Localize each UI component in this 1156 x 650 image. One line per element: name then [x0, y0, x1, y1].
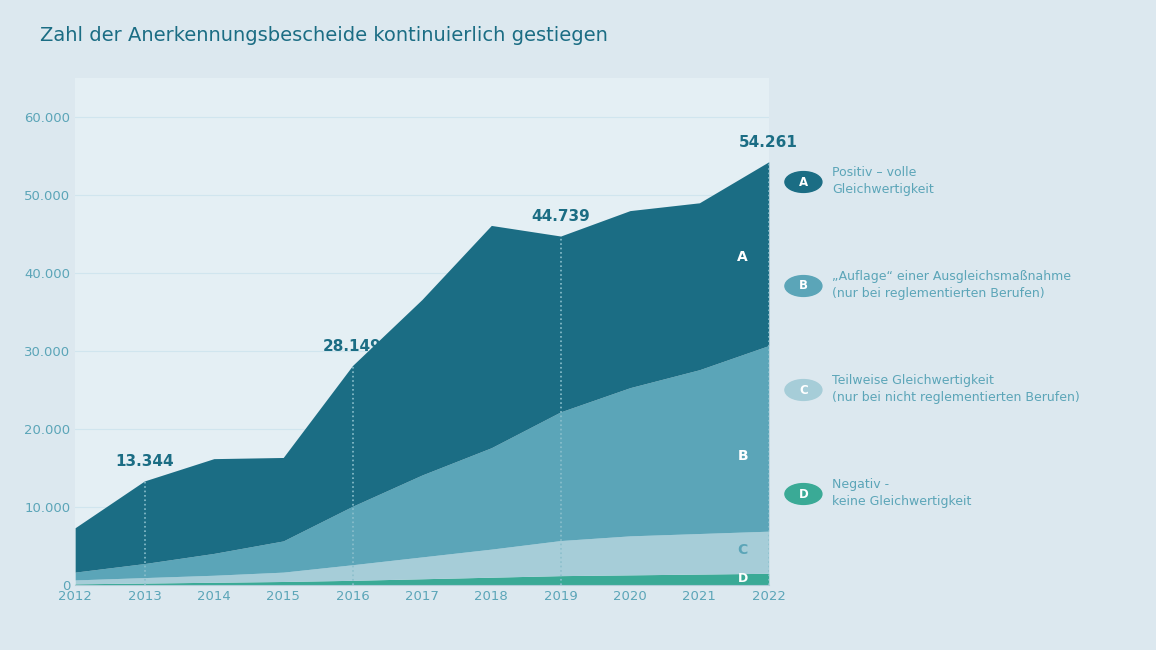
- Text: C: C: [738, 543, 748, 557]
- Text: C: C: [799, 384, 808, 396]
- Text: 13.344: 13.344: [116, 454, 173, 469]
- Text: 44.739: 44.739: [532, 209, 590, 224]
- Text: B: B: [799, 280, 808, 292]
- Text: „Auflage“ einer Ausgleichsmaßnahme
(nur bei reglementierten Berufen): „Auflage“ einer Ausgleichsmaßnahme (nur …: [832, 270, 1072, 300]
- Text: A: A: [799, 176, 808, 188]
- Text: D: D: [799, 488, 808, 500]
- Text: Zahl der Anerkennungsbescheide kontinuierlich gestiegen: Zahl der Anerkennungsbescheide kontinuie…: [40, 26, 608, 45]
- Text: 28.149: 28.149: [324, 339, 381, 354]
- Text: B: B: [738, 449, 748, 463]
- Text: 54.261: 54.261: [740, 135, 798, 150]
- Text: Positiv – volle
Gleichwertigkeit: Positiv – volle Gleichwertigkeit: [832, 166, 934, 196]
- Text: Negativ -
keine Gleichwertigkeit: Negativ - keine Gleichwertigkeit: [832, 478, 972, 508]
- Text: A: A: [738, 250, 748, 265]
- Text: Teilweise Gleichwertigkeit
(nur bei nicht reglementierten Berufen): Teilweise Gleichwertigkeit (nur bei nich…: [832, 374, 1080, 404]
- Text: D: D: [738, 572, 748, 585]
